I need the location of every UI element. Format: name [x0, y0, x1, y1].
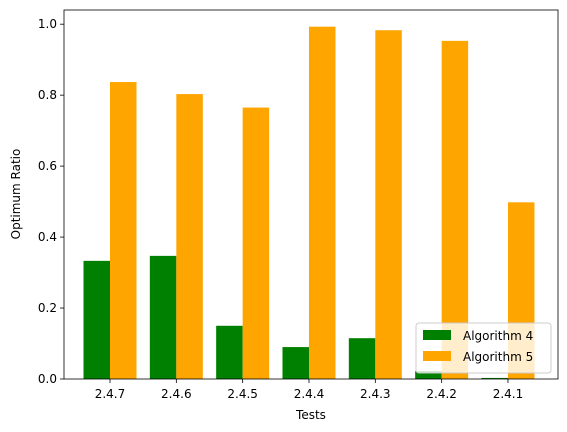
y-axis-label: Optimum Ratio — [9, 149, 23, 240]
x-tick-label: 2.4.5 — [227, 387, 258, 401]
x-axis-ticks: 2.4.7 2.4.6 2.4.5 2.4.4 2.4.3 2.4.2 2.4.1 — [95, 379, 524, 401]
bar-algorithm-5-2.4.3 — [375, 30, 402, 379]
bars-group — [83, 26, 535, 380]
bar-algorithm-5-2.4.6 — [176, 94, 203, 379]
bar-algorithm-5-2.4.7 — [110, 82, 137, 379]
bar-algorithm-5-2.4.5 — [242, 107, 270, 379]
bar-algorithm-4-2.4.5 — [216, 325, 243, 379]
y-tick-label: 1.0 — [38, 17, 57, 31]
bar-algorithm-4-2.4.6 — [149, 255, 177, 379]
x-axis-label: Tests — [295, 408, 326, 422]
legend: Algorithm 4 Algorithm 5 — [415, 322, 552, 374]
legend-label-2: Algorithm 5 — [463, 350, 533, 364]
bar-algorithm-4-2.4.4 — [282, 347, 309, 379]
bar-algorithm-4-2.4.2 — [415, 371, 442, 379]
bar-algorithm-5-2.4.4 — [308, 26, 336, 380]
x-tick-label: 2.4.4 — [294, 387, 325, 401]
bar-algorithm-4-2.4.7 — [83, 260, 110, 379]
bar-algorithm-4-2.4.3 — [348, 338, 376, 379]
y-tick-label: 0.0 — [38, 372, 57, 386]
bar-algorithm-4-2.4.1 — [481, 377, 508, 379]
y-tick-label: 0.4 — [38, 230, 57, 244]
y-tick-label: 0.8 — [38, 88, 57, 102]
y-axis-ticks: 0.0 0.2 0.4 0.6 0.8 1.0 — [38, 17, 64, 386]
y-tick-label: 0.2 — [38, 301, 57, 315]
x-tick-label: 2.4.1 — [493, 387, 524, 401]
x-tick-label: 2.4.2 — [426, 387, 457, 401]
legend-label-1: Algorithm 4 — [463, 329, 533, 343]
plot-frame — [63, 9, 559, 380]
legend-swatch-1 — [423, 330, 451, 340]
y-tick-label: 0.6 — [38, 159, 57, 173]
x-tick-label: 2.4.3 — [360, 387, 391, 401]
x-tick-label: 2.4.6 — [161, 387, 192, 401]
legend-swatch-2 — [423, 351, 451, 361]
x-tick-label: 2.4.7 — [95, 387, 126, 401]
